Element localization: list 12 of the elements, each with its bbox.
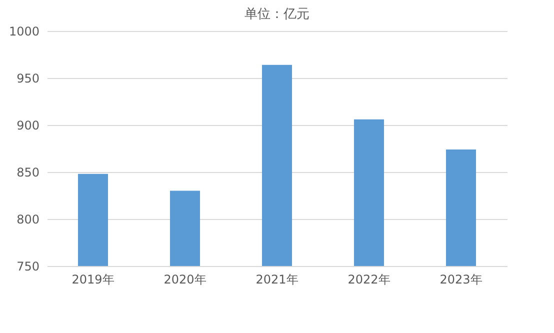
x-tick-label: 2022年 — [348, 272, 390, 286]
x-tick-label: 2023年 — [440, 272, 482, 286]
chart-title: 单位：亿元 — [244, 7, 310, 22]
y-tick-label: 800 — [16, 212, 40, 226]
y-tick-label: 950 — [16, 72, 40, 86]
x-tick-label: 2019年 — [72, 272, 114, 286]
y-tick-label: 1000 — [8, 24, 40, 38]
y-tick-label: 850 — [16, 166, 40, 180]
y-tick-label: 750 — [16, 260, 40, 274]
x-tick-label: 2021年 — [256, 272, 298, 286]
x-tick-label: 2020年 — [164, 272, 206, 286]
y-tick-label: 900 — [16, 118, 40, 132]
